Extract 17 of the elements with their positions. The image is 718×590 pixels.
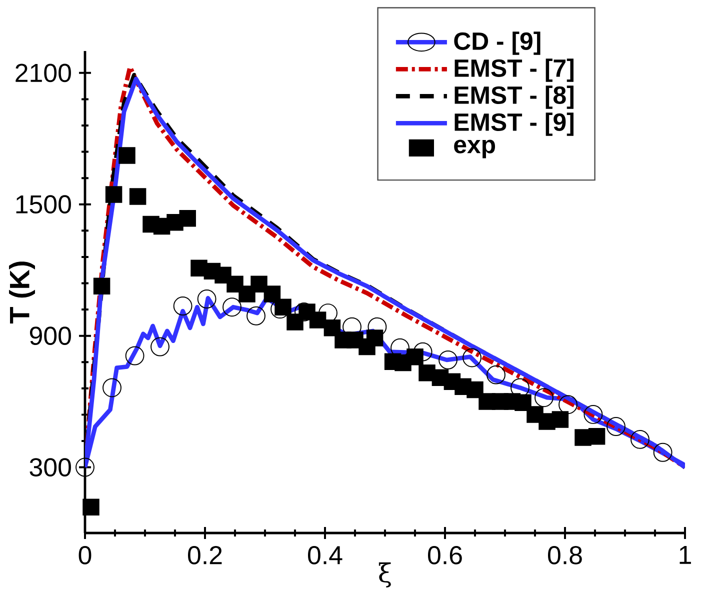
legend-label: EMST - [8] (454, 86, 574, 109)
x-axis-title: ξ (378, 562, 391, 588)
x-tick-label: 1 (680, 546, 691, 564)
legend-label: CD - [9] (454, 32, 540, 55)
legend-label: exp (454, 140, 496, 158)
x-tick-label: 0.4 (308, 546, 342, 564)
y-tick-label: 2100 (16, 64, 71, 82)
x-tick-label: 0.6 (428, 546, 462, 564)
x-tick-label: 0 (78, 546, 92, 564)
y-tick-label: 900 (30, 326, 71, 345)
legend-label: EMST - [7] (454, 58, 574, 82)
x-tick-label: 0.2 (188, 546, 222, 564)
y-axis-title: T (K) (8, 262, 35, 324)
x-tick-label: 0.8 (548, 546, 582, 564)
y-tick-label: 1500 (16, 195, 71, 214)
legend-label: EMST - [9] (454, 112, 574, 136)
y-tick-label: 300 (30, 458, 71, 476)
